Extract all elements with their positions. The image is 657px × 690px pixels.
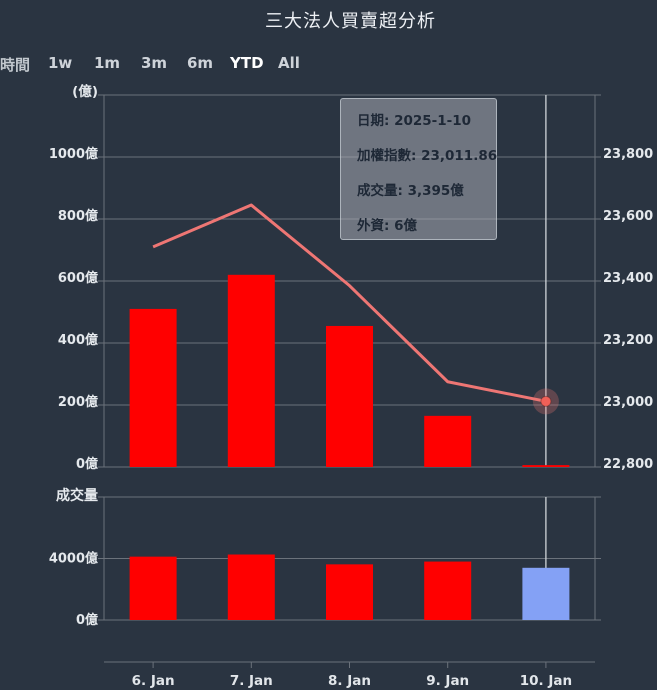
tooltip-row-2: 成交量: 3,395億 (357, 183, 464, 199)
tooltip-row-3: 外資: 6億 (357, 218, 417, 234)
date-label-6-Jan: 6. Jan (132, 673, 175, 689)
volume-axis-label-0: 0億 (76, 612, 98, 628)
range-button-3m[interactable]: 3m (141, 54, 168, 72)
range-selector-label: 時間 (0, 56, 31, 74)
left-axis-label-600: 600億 (58, 270, 98, 286)
left-axis-label-800: 800億 (58, 208, 98, 224)
tooltip-row-0: 日期: 2025-1-10 (357, 113, 472, 129)
volume-bar-8-Jan[interactable] (326, 564, 373, 620)
date-label-8-Jan: 8. Jan (328, 673, 371, 689)
right-axis-label-23600: 23,600 (603, 209, 653, 224)
range-selector: 時間 1w 1m 3m 6m YTD All (0, 54, 657, 76)
range-button-1m[interactable]: 1m (94, 54, 121, 72)
volume-bar-10-Jan[interactable] (522, 567, 570, 620)
volume-bar-6-Jan[interactable] (129, 556, 177, 620)
foreign-bar-9-Jan[interactable] (424, 415, 472, 467)
range-button-1w[interactable]: 1w (48, 54, 73, 72)
left-axis-label-400: 400億 (58, 332, 98, 348)
tooltip: 日期: 2025-1-10 加權指數: 23,011.86 成交量: 3,395億外… (340, 98, 497, 240)
range-button-ytd[interactable]: YTD (230, 54, 264, 72)
volume-bar-7-Jan[interactable] (227, 554, 275, 620)
right-axis-label-22800: 22,800 (603, 457, 653, 472)
left-axis-label-1000: 1000億 (49, 146, 98, 162)
date-label-9-Jan: 9. Jan (426, 673, 469, 689)
hover-marker[interactable] (540, 395, 552, 407)
right-axis-label-23800: 23,800 (603, 147, 653, 162)
right-axis-label-23400: 23,400 (603, 271, 653, 286)
volume-axis-title: 成交量 (56, 487, 98, 504)
index-line (152, 203, 547, 403)
date-label-7-Jan: 7. Jan (230, 673, 273, 689)
range-button-6m[interactable]: 6m (187, 54, 214, 72)
foreign-bar-8-Jan[interactable] (326, 325, 373, 467)
right-axis-label-23200: 23,200 (603, 333, 653, 348)
tooltip-row-1: 加權指數: 23,011.86 (357, 148, 498, 164)
foreign-bar-10-Jan[interactable] (522, 465, 570, 467)
right-axis-label-23000: 23,000 (603, 395, 653, 410)
volume-axis-label-4000: 4000億 (49, 551, 98, 567)
volume-bar-9-Jan[interactable] (424, 561, 472, 620)
left-axis-label-200: 200億 (58, 394, 98, 410)
range-button-all[interactable]: All (278, 54, 300, 72)
date-label-10-Jan: 10. Jan (520, 673, 572, 689)
foreign-bar-6-Jan[interactable] (129, 308, 177, 467)
left-axis-title: (億) (72, 83, 98, 100)
foreign-bar-7-Jan[interactable] (227, 274, 275, 467)
chart-title: 三大法人買賣超分析 (265, 11, 436, 32)
left-axis-label-0: 0億 (76, 456, 98, 472)
